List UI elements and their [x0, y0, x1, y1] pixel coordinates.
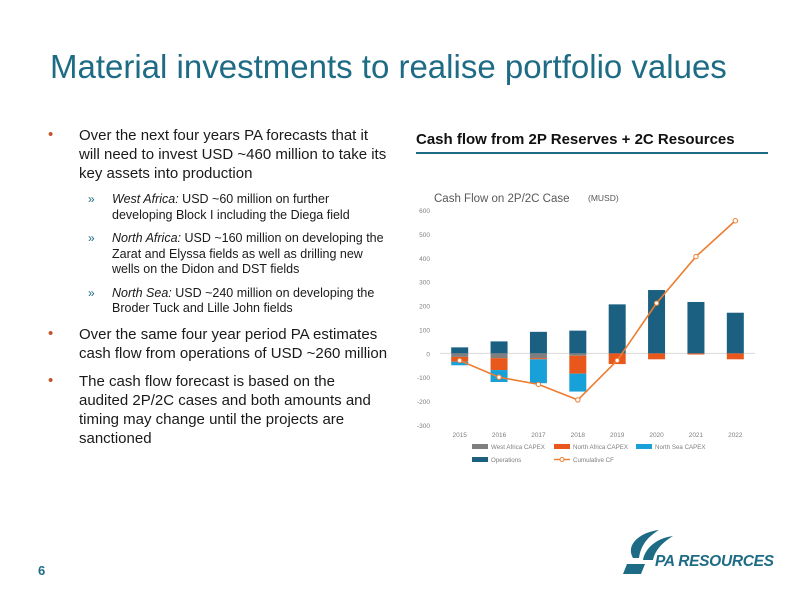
y-tick-label: -100 [417, 375, 430, 382]
bar-north-africa-capex [490, 358, 508, 371]
sub-bullet-arrow: » [88, 231, 95, 245]
x-tick-label: 2016 [492, 432, 507, 439]
sub-bullet-text: USD ~240 million on developing the Brode… [112, 285, 375, 316]
bullet-text: Over the next four years PA forecasts th… [79, 127, 387, 182]
x-tick-label: 2017 [531, 432, 546, 439]
bar-north-africa-capex [687, 353, 705, 355]
x-tick-label: 2015 [452, 432, 467, 439]
bar-north-africa-capex [529, 358, 547, 360]
bar-west-africa-capex [569, 353, 587, 356]
sub-bullet-text: USD ~160 million on developing the Zarat… [112, 231, 384, 276]
bar-operations [648, 290, 666, 354]
bar-operations [529, 331, 547, 354]
cumulative-cf-point [614, 357, 620, 364]
bullet-text: Over the same four year period PA estima… [79, 325, 388, 362]
bullet-dot: • [48, 371, 54, 389]
sub-bullet-arrow: » [88, 285, 95, 300]
cumulative-cf-point [732, 218, 739, 224]
legend-swatch [636, 444, 652, 449]
cumulative-cf-point [535, 381, 542, 388]
chart-title: Cash Flow on 2P/2C Case [434, 193, 570, 205]
y-tick-label: -300 [417, 423, 430, 430]
x-tick-label: 2022 [728, 432, 743, 439]
bar-north-africa-capex [569, 355, 587, 374]
legend-swatch [472, 457, 488, 462]
chart-subtitle: (MUSD) [588, 193, 619, 203]
sub-bullet-region: North Sea: [112, 285, 172, 300]
cumulative-cf-point [693, 253, 699, 260]
bar-north-sea-capex [451, 361, 469, 366]
bar-north-sea-capex [529, 359, 547, 384]
legend-swatch [472, 444, 488, 449]
page-title: Material investments to realise portfoli… [50, 48, 727, 85]
bar-west-africa-capex [451, 353, 469, 357]
bar-north-africa-capex [726, 353, 744, 360]
sub-bullet-region: North Africa: [112, 231, 182, 245]
bullet-item: • Over the same four year period PA esti… [48, 325, 388, 363]
bar-operations [569, 330, 587, 354]
bar-operations [608, 304, 626, 354]
bullet-item: • Over the next four years PA forecasts … [48, 126, 388, 183]
y-tick-label: 500 [419, 232, 430, 239]
logo-text: PA RESOURCES [655, 553, 774, 570]
sub-bullet-region: West Africa: [112, 192, 179, 206]
bullet-dot: • [48, 126, 54, 143]
legend-label: Cumulative CF [573, 457, 614, 464]
bar-north-sea-capex [569, 373, 587, 392]
bar-operations [726, 312, 744, 354]
sub-bullet-arrow: » [88, 192, 95, 206]
cumulative-cf-point [456, 357, 463, 364]
legend-label: West Africa CAPEX [491, 444, 545, 451]
company-logo: PA RESOURCES [615, 524, 775, 580]
legend-label: North Sea CAPEX [655, 444, 706, 451]
legend-label: North Africa CAPEX [573, 444, 628, 451]
y-tick-label: 400 [419, 256, 430, 263]
bar-operations [490, 341, 508, 354]
bullet-list: • Over the next four years PA forecasts … [48, 126, 388, 457]
cumulative-cf-point [653, 300, 660, 306]
page-number: 6 [38, 563, 46, 578]
sub-bullet-item: » West Africa: USD ~60 million on furthe… [48, 192, 388, 223]
y-tick-label: 300 [419, 280, 430, 287]
y-tick-label: 200 [419, 304, 430, 311]
bullet-dot: • [48, 324, 54, 342]
bullet-item: • The cash flow forecast is based on the… [48, 372, 388, 448]
cumulative-cf-point [575, 397, 581, 403]
x-tick-label: 2020 [649, 432, 664, 439]
legend-label: Operations [491, 457, 521, 464]
cumulative-cf-point [496, 374, 502, 380]
y-tick-label: 100 [419, 327, 430, 334]
cash-flow-chart: Cash Flow on 2P/2C Case (MUSD) -300 -200 -10… [417, 193, 755, 464]
bar-north-africa-capex [648, 353, 666, 360]
bullet-text: The cash flow forecast is based on the a… [79, 372, 371, 447]
y-tick-label: 0 [426, 351, 430, 358]
sub-bullet-item: » North Africa: USD ~160 million on deve… [48, 231, 388, 278]
y-tick-label: 600 [419, 208, 430, 215]
x-tick-label: 2019 [610, 432, 625, 439]
legend-marker [559, 457, 565, 462]
sub-bullet-text: USD ~60 million on further developing Bl… [112, 192, 350, 222]
x-tick-label: 2018 [571, 432, 586, 439]
cumulative-cf-line [459, 220, 736, 401]
x-tick-label: 2021 [689, 432, 704, 439]
bar-operations [451, 347, 469, 354]
bar-west-africa-capex [529, 353, 547, 359]
bar-operations [687, 301, 705, 354]
heading-rule [416, 152, 768, 154]
y-tick-label: -200 [417, 399, 430, 406]
bar-west-africa-capex [490, 353, 508, 359]
chart-heading: Cash flow from 2P Reserves + 2C Resource… [416, 131, 735, 148]
sub-bullet-item: » North Sea: USD ~240 million on develop… [48, 286, 388, 317]
logo-mark-icon [623, 530, 673, 574]
legend-swatch [554, 444, 570, 449]
